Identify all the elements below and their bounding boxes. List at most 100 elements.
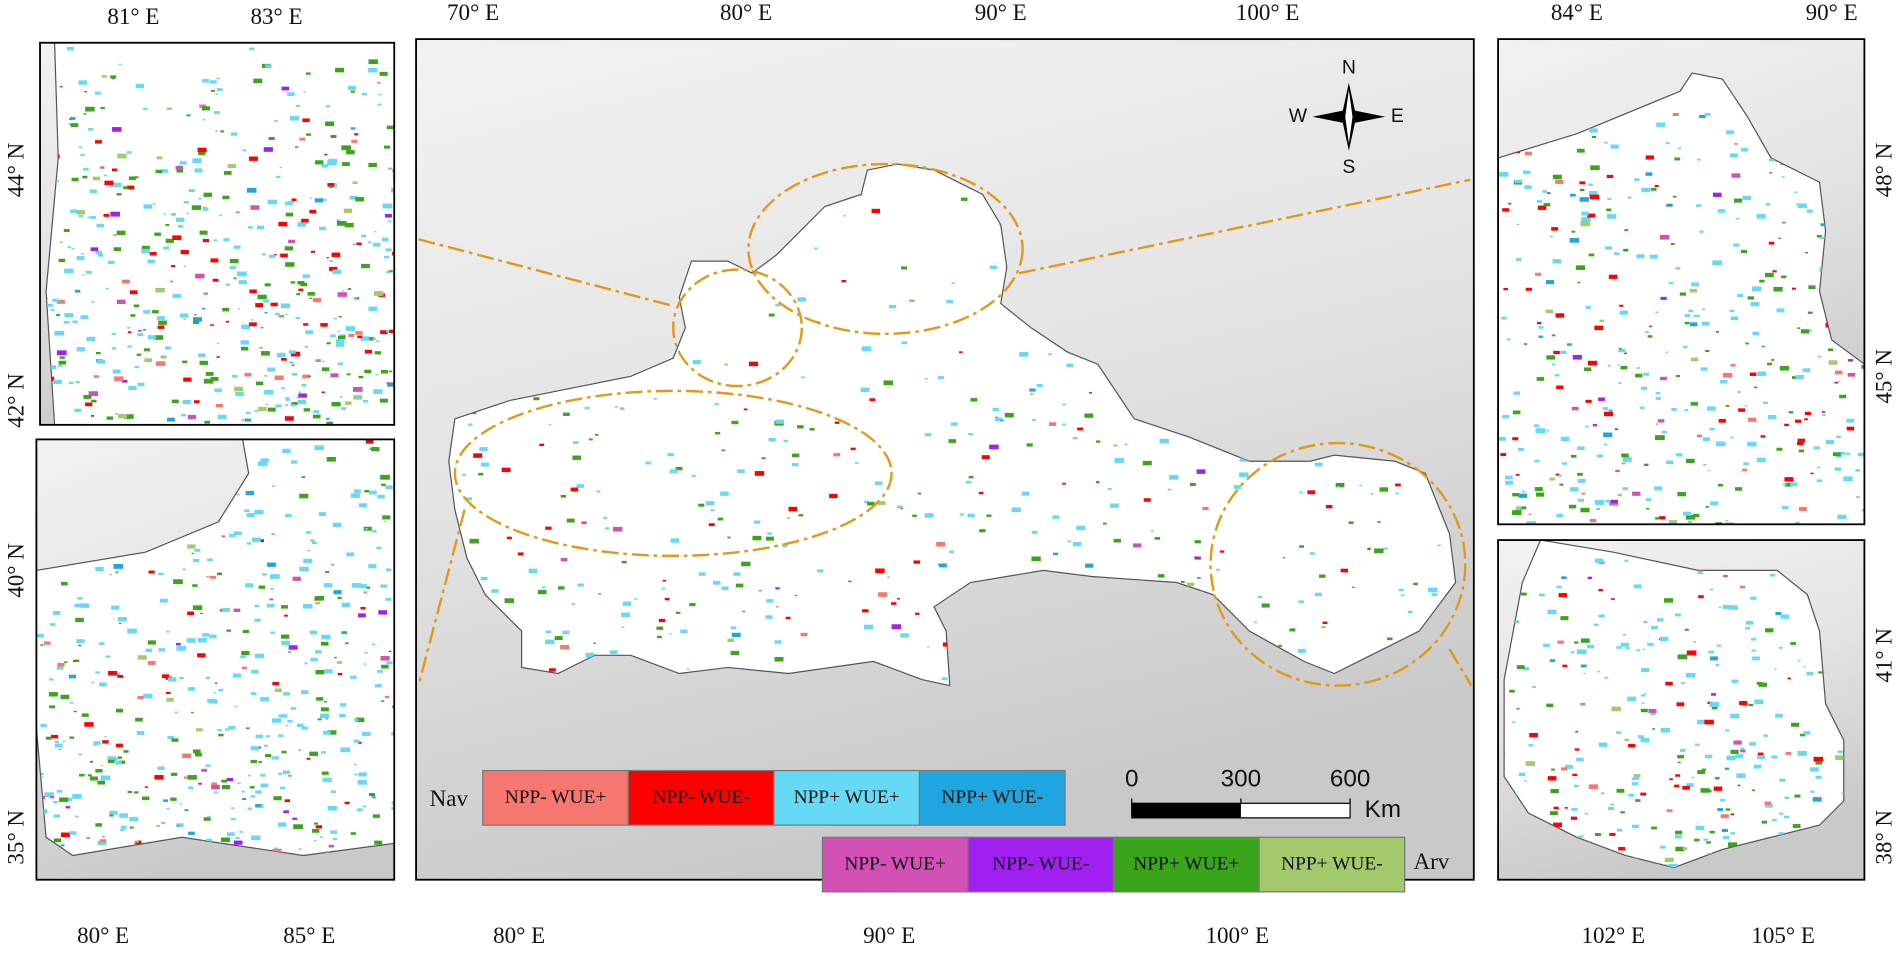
trend-pixel (1655, 517, 1660, 520)
trend-pixel (995, 416, 998, 418)
trend-pixel (103, 213, 110, 217)
trend-pixel (1671, 407, 1677, 411)
trend-pixel (1504, 752, 1505, 755)
trend-pixel (239, 830, 243, 833)
trend-pixel (322, 771, 329, 775)
trend-pixel (325, 121, 335, 127)
trend-pixel (69, 117, 76, 120)
trend-pixel (1113, 538, 1121, 543)
trend-pixel (230, 132, 238, 136)
trend-pixel (63, 229, 70, 232)
trend-pixel (1299, 491, 1303, 494)
trend-pixel (1794, 191, 1798, 193)
trend-pixel (1566, 343, 1572, 346)
trend-pixel (1620, 365, 1628, 370)
trend-pixel (333, 317, 337, 320)
coordinate-label: 44° N (2, 142, 28, 197)
zoom-ellipse (672, 268, 804, 388)
trend-pixel (800, 632, 808, 637)
trend-pixel (1664, 598, 1673, 603)
trend-pixel (1543, 643, 1550, 647)
trend-pixel (309, 197, 313, 199)
trend-pixel (263, 299, 269, 303)
trend-pixel (1169, 475, 1179, 480)
trend-pixel (217, 572, 222, 576)
trend-pixel (63, 320, 70, 324)
trend-pixel (1622, 633, 1627, 636)
trend-pixel (1523, 170, 1531, 175)
trend-pixel (93, 741, 101, 745)
trend-pixel (216, 88, 223, 92)
trend-pixel (301, 218, 309, 223)
trend-pixel (95, 351, 101, 355)
trend-pixel (201, 106, 211, 111)
trend-pixel (622, 601, 632, 606)
trend-pixel (1254, 621, 1257, 624)
trend-pixel (1819, 236, 1825, 240)
trend-pixel (1594, 558, 1604, 563)
trend-pixel (283, 810, 289, 814)
trend-pixel (226, 832, 235, 837)
trend-pixel (258, 461, 268, 467)
trend-pixel (1791, 376, 1798, 379)
trend-pixel (1505, 211, 1509, 213)
trend-pixel (50, 308, 55, 311)
trend-pixel (135, 717, 143, 722)
trend-pixel (233, 608, 241, 613)
trend-pixel (1778, 646, 1783, 649)
trend-pixel (557, 586, 565, 590)
trend-pixel (1843, 476, 1853, 482)
trend-pixel (371, 796, 376, 799)
coordinate-label: 102° E (1582, 922, 1646, 948)
trend-pixel (1549, 477, 1556, 481)
trend-pixel (297, 280, 305, 285)
trend-pixel (179, 313, 189, 318)
trend-pixel (49, 705, 56, 709)
trend-pixel (364, 369, 372, 374)
trend-pixel (1608, 806, 1615, 810)
trend-pixel (241, 346, 249, 351)
map-panel (415, 38, 1475, 881)
trend-pixel (1669, 778, 1673, 781)
trend-pixel (912, 514, 917, 517)
trend-pixel (54, 740, 60, 744)
trend-pixel (127, 327, 131, 329)
trend-pixel (254, 410, 259, 413)
trend-pixel (255, 804, 261, 807)
trend-pixel (1340, 568, 1349, 573)
trend-pixel (315, 650, 322, 654)
trend-pixel (380, 369, 389, 374)
trend-pixel (270, 587, 274, 590)
trend-pixel (272, 756, 279, 760)
trend-pixel (207, 558, 213, 562)
trend-pixel (356, 242, 362, 246)
trend-pixel (147, 640, 156, 645)
panel-frame (1497, 38, 1866, 526)
trend-pixel (240, 340, 249, 345)
trend-pixel (562, 630, 570, 635)
trend-pixel (111, 332, 116, 335)
trend-pixel (352, 243, 357, 246)
trend-pixel (81, 274, 85, 276)
trend-pixel (249, 786, 255, 789)
trend-pixel (158, 572, 164, 576)
trend-pixel (1810, 767, 1819, 772)
trend-pixel (1837, 514, 1847, 520)
trend-pixel (715, 431, 721, 435)
trend-pixel (56, 314, 61, 317)
trend-pixel (318, 512, 327, 516)
trend-pixel (1677, 654, 1688, 660)
trend-pixel (1784, 423, 1789, 427)
trend-pixel (1628, 743, 1636, 748)
trend-pixel (160, 821, 166, 825)
trend-pixel (1524, 151, 1532, 156)
trend-pixel (948, 550, 954, 554)
trend-pixel (227, 164, 236, 169)
trend-pixel (182, 568, 186, 571)
scale-label: 600 (1330, 766, 1370, 793)
trend-pixel (127, 628, 137, 634)
trend-pixel (1640, 792, 1647, 796)
trend-pixel (199, 360, 208, 365)
trend-pixel (1804, 411, 1812, 416)
trend-pixel (1702, 308, 1706, 311)
